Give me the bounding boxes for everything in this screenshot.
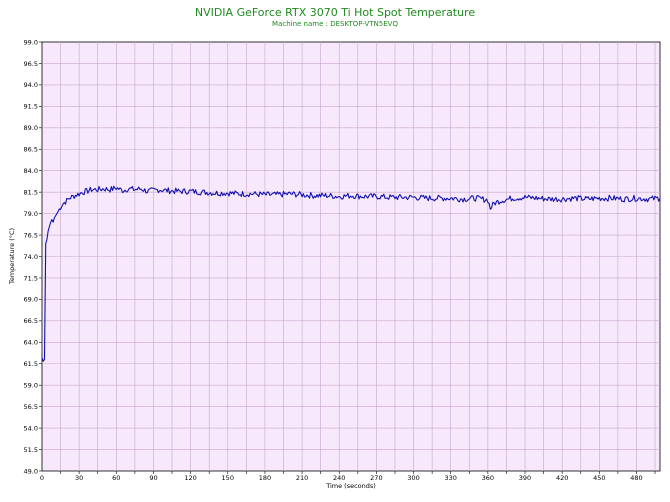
y-tick-label: 84.0 [24,167,38,175]
x-tick-label: 240 [333,474,345,482]
y-tick-label: 99.0 [24,38,38,46]
y-tick-label: 96.5 [24,60,38,68]
x-tick-label: 210 [296,474,308,482]
y-tick-label: 61.5 [24,360,38,368]
y-tick-label: 59.0 [24,382,38,390]
y-tick-label: 89.0 [24,124,38,132]
x-tick-label: 300 [407,474,419,482]
x-tick-label: 390 [519,474,531,482]
x-tick-label: 120 [184,474,196,482]
x-axis-label: Time (seconds) [325,482,376,490]
x-tick-label: 30 [75,474,83,482]
y-tick-label: 64.0 [24,339,38,347]
y-tick-label: 76.5 [24,231,38,239]
y-tick-label: 56.5 [24,403,38,411]
grid-lines [42,42,660,471]
x-tick-label: 90 [149,474,157,482]
y-tick-label: 94.0 [24,81,38,89]
y-tick-label: 54.0 [24,424,38,432]
y-tick-label: 49.0 [24,467,38,475]
x-tick-label: 270 [370,474,382,482]
y-tick-label: 66.5 [24,317,38,325]
y-tick-label: 91.5 [24,103,38,111]
y-axis-ticks: 49.0 51.5 54.0 56.5 59.0 61.5 64.0 66.5 69.0 71.5… [24,38,42,475]
y-tick-label: 86.5 [24,146,38,154]
y-tick-label: 69.0 [24,296,38,304]
x-tick-label: 360 [482,474,494,482]
x-tick-label: 480 [630,474,642,482]
y-tick-label: 79.0 [24,210,38,218]
x-tick-label: 450 [593,474,605,482]
x-tick-label: 180 [259,474,271,482]
x-tick-label: 420 [556,474,568,482]
chart-subtitle: Machine name : DESKTOP-VTN5EVQ [272,20,398,28]
series-layer [41,185,661,362]
series-line [41,185,661,362]
x-tick-label: 150 [222,474,234,482]
y-tick-label: 81.5 [24,188,38,196]
chart-title: NVIDIA GeForce RTX 3070 Ti Hot Spot Temp… [195,6,476,19]
y-tick-label: 71.5 [24,274,38,282]
y-axis-label: Temperature (°C) [8,228,16,285]
x-tick-label: 60 [112,474,120,482]
y-tick-label: 74.0 [24,253,38,261]
x-tick-label: 0 [40,474,44,482]
x-tick-label: 330 [444,474,456,482]
x-axis-ticks: 0 30 60 90 120 150 180 210 240 270 300 330 360 390 420… [40,471,656,482]
y-tick-label: 51.5 [24,446,38,454]
